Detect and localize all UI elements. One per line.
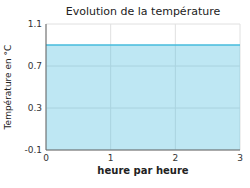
y-axis-label: Température en °C <box>3 45 13 131</box>
grid-line-x <box>46 24 47 150</box>
y-axis <box>46 24 47 150</box>
grid-line-y <box>46 24 240 25</box>
x-tick-label: 3 <box>237 153 243 163</box>
x-axis <box>46 150 240 151</box>
x-tick-label: 1 <box>108 153 114 163</box>
x-axis-label: heure par heure <box>97 165 188 176</box>
chart: -0.1 0.3 0.7 1.1 0 1 2 3 heure par heure Températ… <box>0 0 250 188</box>
y-tick-label: 1.1 <box>28 19 42 29</box>
y-tick-label: 0.3 <box>28 103 42 113</box>
y-tick-label: 0.7 <box>28 61 42 71</box>
chart-container: -0.1 0.3 0.7 1.1 0 1 2 3 heure par heure Températ… <box>0 0 250 188</box>
title: Evolution de la température <box>66 5 221 18</box>
grid-line-y <box>46 150 240 151</box>
y-tick-label: -0.1 <box>24 145 42 155</box>
x-tick-label: 0 <box>43 153 49 163</box>
line <box>46 44 240 46</box>
x-tick-label: 2 <box>172 153 178 163</box>
plot-area <box>46 45 240 150</box>
area <box>46 45 240 150</box>
